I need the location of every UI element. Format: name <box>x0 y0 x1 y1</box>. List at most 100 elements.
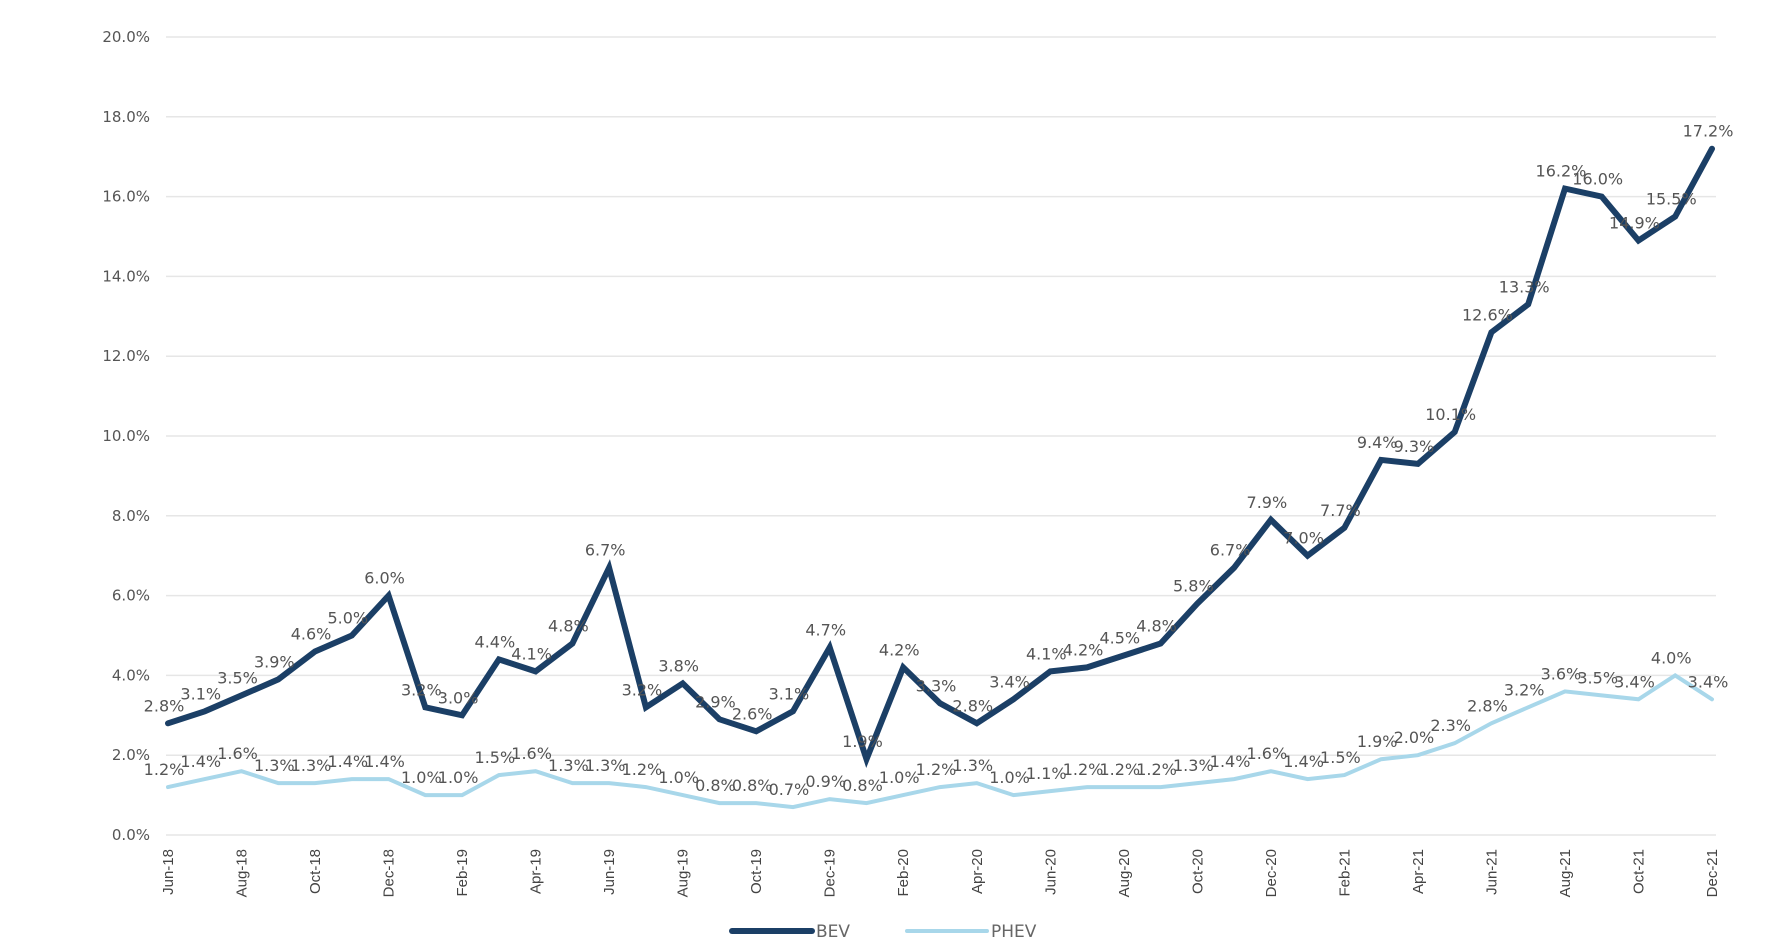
bev-data-label: 3.9% <box>254 652 295 671</box>
x-tick-label: Apr-21 <box>1410 849 1427 894</box>
phev-data-label: 3.5% <box>1577 668 1618 687</box>
bev-data-label: 13.3% <box>1499 277 1550 296</box>
bev-data-label: 2.8% <box>952 696 993 715</box>
phev-data-label: 1.3% <box>291 756 332 775</box>
x-tick-label: Aug-21 <box>1557 849 1574 897</box>
phev-data-label: 1.0% <box>401 768 442 787</box>
phev-data-label: 1.6% <box>511 744 552 763</box>
bev-data-label: 7.0% <box>1283 529 1324 548</box>
bev-legend-label: BEV <box>816 922 850 942</box>
phev-data-label: 1.4% <box>180 752 221 771</box>
phev-data-label: 1.3% <box>585 756 626 775</box>
phev-data-label: 3.6% <box>1541 664 1582 683</box>
bev-data-label: 6.7% <box>1210 541 1251 560</box>
x-tick-label: Oct-18 <box>307 849 324 894</box>
phev-data-label: 1.4% <box>1283 752 1324 771</box>
x-tick-label: Aug-20 <box>1116 849 1133 897</box>
bev-line <box>165 145 1715 768</box>
bev-data-label: 6.7% <box>585 541 626 560</box>
x-tick-label: Feb-20 <box>895 849 912 897</box>
phev-data-label: 0.8% <box>842 776 883 795</box>
data-labels: 2.8%3.1%3.5%3.9%4.6%5.0%6.0%3.2%3.0%4.4%… <box>144 122 1734 799</box>
phev-data-label: 0.8% <box>695 776 736 795</box>
phev-line <box>166 673 1714 810</box>
bev-data-label: 4.1% <box>511 644 552 663</box>
bev-data-label: 3.2% <box>622 680 663 699</box>
bev-data-label: 4.2% <box>1063 640 1104 659</box>
bev-data-label: 3.1% <box>180 684 221 703</box>
bev-data-label: 3.5% <box>217 668 258 687</box>
bev-data-label: 2.9% <box>695 692 736 711</box>
phev-data-label: 1.9% <box>1357 732 1398 751</box>
phev-data-label: 1.4% <box>1210 752 1251 771</box>
bev-data-label: 3.8% <box>658 656 699 675</box>
x-tick-label: Aug-19 <box>675 849 692 897</box>
bev-data-label: 4.6% <box>291 624 332 643</box>
phev-data-label: 3.4% <box>1614 672 1655 691</box>
phev-data-label: 0.8% <box>732 776 773 795</box>
x-tick-label: Jun-21 <box>1483 849 1500 895</box>
phev-data-label: 1.3% <box>952 756 993 775</box>
y-tick-label: 4.0% <box>112 666 150 684</box>
phev-data-label: 0.9% <box>805 772 846 791</box>
phev-data-label: 1.3% <box>1173 756 1214 775</box>
y-tick-label: 12.0% <box>102 347 150 365</box>
phev-data-label: 4.0% <box>1651 648 1692 667</box>
phev-data-label: 1.5% <box>475 748 516 767</box>
bev-data-label: 15.5% <box>1646 190 1697 209</box>
x-tick-label: Apr-19 <box>528 849 545 894</box>
bev-data-label: 5.0% <box>327 609 368 628</box>
phev-data-label: 2.3% <box>1430 716 1471 735</box>
bev-data-label: 4.8% <box>1136 616 1177 635</box>
bev-data-label: 9.3% <box>1394 437 1435 456</box>
series-lines <box>165 145 1715 810</box>
bev-data-label: 4.4% <box>475 632 516 651</box>
y-axis: 0.0% 2.0% 4.0% 6.0% 8.0% 10.0% 12.0% 14.0% 16.0%… <box>102 28 150 844</box>
x-tick-label: Dec-21 <box>1704 849 1721 897</box>
x-tick-label: Feb-21 <box>1336 849 1353 897</box>
bev-data-label: 2.8% <box>144 696 185 715</box>
bev-data-label: 3.3% <box>916 676 957 695</box>
bev-data-label: 14.9% <box>1609 213 1660 232</box>
phev-data-label: 2.8% <box>1467 696 1508 715</box>
y-tick-label: 2.0% <box>112 746 150 764</box>
x-tick-label: Dec-20 <box>1263 849 1280 897</box>
x-tick-label: Jun-19 <box>601 849 618 895</box>
phev-data-label: 3.2% <box>1504 680 1545 699</box>
phev-data-label: 1.4% <box>364 752 405 771</box>
bev-data-label: 7.9% <box>1247 493 1288 512</box>
bev-data-label: 4.8% <box>548 616 589 635</box>
phev-data-label: 1.1% <box>1026 764 1067 783</box>
bev-data-label: 6.0% <box>364 569 405 588</box>
gridlines <box>166 36 1716 836</box>
bev-data-label: 16.2% <box>1536 162 1587 181</box>
bev-data-label: 17.2% <box>1683 122 1734 141</box>
x-axis: Jun-18 Aug-18 Oct-18 Dec-18 Feb-19 Apr-19 Jun-… <box>160 849 1721 897</box>
y-tick-label: 20.0% <box>102 28 150 46</box>
bev-data-label: 7.7% <box>1320 501 1361 520</box>
y-tick-label: 14.0% <box>102 267 150 285</box>
phev-data-label: 1.0% <box>438 768 479 787</box>
x-tick-label: Aug-18 <box>234 849 251 897</box>
phev-data-label: 1.2% <box>622 760 663 779</box>
phev-data-label: 1.3% <box>548 756 589 775</box>
phev-data-label: 1.2% <box>144 760 185 779</box>
bev-data-label: 9.4% <box>1357 433 1398 452</box>
bev-data-label: 2.6% <box>732 704 773 723</box>
bev-data-label: 10.1% <box>1425 405 1476 424</box>
phev-data-label: 0.7% <box>769 780 810 799</box>
y-tick-label: 10.0% <box>102 427 150 445</box>
x-tick-label: Jun-20 <box>1042 849 1059 895</box>
phev-data-label: 3.4% <box>1688 672 1729 691</box>
bev-data-label: 4.7% <box>805 620 846 639</box>
bev-data-label: 12.6% <box>1462 305 1513 324</box>
y-tick-label: 6.0% <box>112 587 150 605</box>
bev-data-label: 3.4% <box>989 672 1030 691</box>
phev-data-label: 1.0% <box>879 768 920 787</box>
phev-data-label: 1.2% <box>1099 760 1140 779</box>
phev-legend-label: PHEV <box>991 922 1037 942</box>
y-tick-label: 18.0% <box>102 108 150 126</box>
y-tick-label: 16.0% <box>102 188 150 206</box>
bev-data-label: 3.1% <box>769 684 810 703</box>
